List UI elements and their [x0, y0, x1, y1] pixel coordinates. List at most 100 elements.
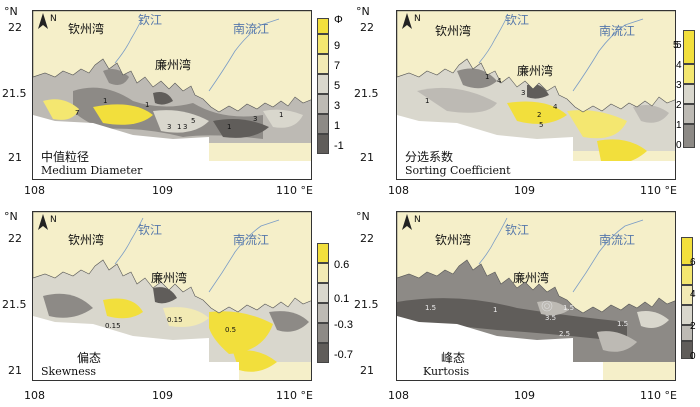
label-lianzhou-bay: 廉州湾	[517, 64, 554, 78]
legend-tick: -0.3	[334, 319, 353, 331]
x-tick-108: 108	[388, 389, 409, 402]
panel-title-cn: 峰态	[441, 351, 466, 365]
north-arrow-icon	[401, 13, 413, 31]
legend-tick: 6	[690, 257, 696, 268]
legend-swatch	[681, 265, 693, 285]
contour-label: 7	[75, 109, 79, 117]
contour-label: 3.5	[545, 314, 556, 322]
legend-swatch	[317, 283, 329, 303]
legend-swatch	[683, 30, 695, 64]
x-tick-109: 109	[152, 184, 173, 197]
contour-label: 3	[521, 89, 525, 97]
contour-label: 1	[103, 97, 107, 105]
map-frame: 7 1 1 3 1 3 5 1 3 1 N 钦州湾 钦江 南流江 廉州湾 中值粒…	[32, 10, 312, 180]
contour-label: 1	[145, 101, 149, 109]
contour-label: 1.5	[425, 304, 436, 312]
contour-label: 5	[539, 121, 543, 129]
label-lianzhou-bay: 廉州湾	[513, 271, 550, 285]
legend-swatch	[683, 64, 695, 84]
legend-tick: 0	[690, 351, 696, 362]
panel-title-en: Kurtosis	[423, 365, 470, 378]
legend-tick: 4	[676, 60, 682, 71]
north-label: N	[50, 14, 57, 24]
legend-tick: -0.7	[334, 349, 353, 361]
legend-ticks: 6 4 2 0	[687, 237, 700, 362]
map-frame: 1.5 1.5 3.5 2.5 1.5 1 N 钦州湾 钦江 南流江 廉州湾 峰…	[396, 211, 676, 381]
y-tick-21: 21	[360, 364, 374, 377]
label-qinzhou-bay: 钦州湾	[68, 233, 105, 247]
contour-label: 5	[191, 117, 195, 125]
contour-label: 1	[485, 73, 489, 81]
x-tick-110: 110 °E	[640, 184, 677, 197]
legend-swatch	[317, 74, 329, 94]
contour-label: 1	[177, 123, 181, 131]
legend-title: Φ	[334, 14, 343, 26]
legend-tick: -1	[334, 140, 344, 152]
label-qin-river: 钦江	[138, 223, 163, 237]
map-frame: 1 4 3 2 4 5 1 N 钦州湾 钦江 南流江 廉州湾 分选系数 Sort…	[396, 10, 676, 180]
contour-label: 2.5	[559, 330, 570, 338]
legend-swatch	[681, 285, 693, 305]
panel-title-cn: 分选系数	[405, 150, 454, 164]
y-axis-unit: °N	[4, 210, 18, 223]
y-axis-unit: °N	[4, 5, 18, 18]
legend-tick: 7	[334, 60, 341, 72]
legend-swatch	[681, 237, 693, 265]
contour-label: 4	[497, 77, 502, 85]
legend-tick: 5	[676, 40, 682, 51]
label-qinzhou-bay: 钦州湾	[435, 24, 472, 38]
contour-label: 1.5	[563, 304, 574, 312]
x-tick-108: 108	[24, 389, 45, 402]
y-tick-22: 22	[360, 21, 374, 34]
legend-swatch	[683, 104, 695, 124]
panel-sorting-coefficient: °N 22 21.5 21 1 4 3 2 4 5 1	[350, 0, 700, 203]
legend-tick: 2	[690, 321, 696, 332]
north-label: N	[414, 215, 421, 225]
label-qin-river: 钦江	[505, 223, 530, 237]
panel-kurtosis: °N 22 21.5 21 1.5 1.5 3.5 2.5 1.5 1 N	[350, 203, 700, 407]
y-tick-21-5: 21.5	[2, 298, 27, 311]
legend-tick: 0.1	[334, 293, 350, 305]
map-frame: 0.15 0.15 0.5 N 钦州湾 钦江 南流江 廉州湾 偏态 Skewne…	[32, 211, 312, 381]
x-tick-109: 109	[152, 389, 173, 402]
x-tick-110: 110 °E	[276, 184, 313, 197]
legend-swatch	[681, 341, 693, 359]
contour-label: 1	[425, 97, 429, 105]
contour-label: 1	[493, 306, 497, 314]
panel-title-cn: 中值粒径	[41, 150, 90, 164]
x-tick-109: 109	[514, 184, 535, 197]
legend-tick: 9	[334, 40, 341, 52]
contour-label: 1.5	[617, 320, 628, 328]
y-tick-21-5: 21.5	[354, 298, 379, 311]
legend-tick: 5	[673, 40, 679, 51]
y-tick-22: 22	[8, 21, 22, 34]
label-qinzhou-bay: 钦州湾	[68, 22, 105, 36]
label-qinzhou-bay: 钦州湾	[435, 233, 472, 247]
panel-caption: 分选系数 Sorting Coefficient	[401, 149, 571, 177]
label-qin-river: 钦江	[505, 13, 530, 27]
north-arrow-icon	[37, 13, 49, 31]
y-tick-21-5: 21.5	[354, 87, 379, 100]
legend-tick: 3	[676, 80, 682, 91]
label-nanliu-river: 南流江	[599, 233, 636, 247]
x-tick-110: 110 °E	[276, 389, 313, 402]
north-arrow-icon	[401, 214, 413, 232]
legend-tick: 4	[690, 289, 696, 300]
x-tick-110: 110 °E	[640, 389, 677, 402]
y-tick-21: 21	[8, 364, 22, 377]
legend-swatch	[317, 54, 329, 74]
contour-label: 3	[167, 123, 171, 131]
contour-label: 1	[227, 123, 231, 131]
y-axis-unit: °N	[356, 5, 370, 18]
legend-tick: 1	[334, 120, 341, 132]
legend-swatch	[681, 305, 693, 325]
panel-caption: 中值粒径 Medium Diameter	[37, 149, 207, 177]
contour-label: 4	[553, 103, 558, 111]
legend-ticks: 5 4 3 2 1 0	[676, 30, 700, 151]
legend-swatch	[317, 18, 329, 34]
legend-swatch	[317, 134, 329, 154]
legend-tick: 0.6	[334, 259, 350, 271]
north-arrow-icon	[37, 214, 49, 232]
panel-skewness: °N 22 21.5 21 0.15 0.15 0.5 N 钦州湾 钦江 南	[0, 203, 353, 407]
panel-title-en: Sorting Coefficient	[405, 164, 511, 177]
